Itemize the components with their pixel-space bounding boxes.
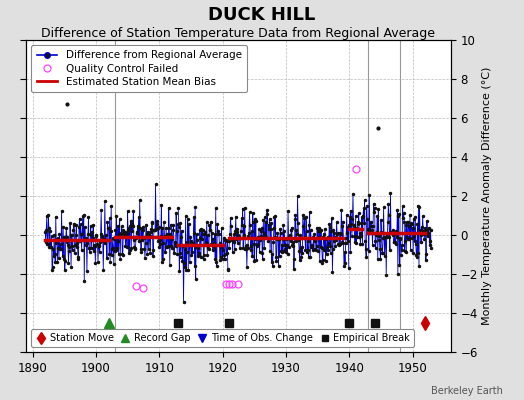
- Title: Difference of Station Temperature Data from Regional Average: Difference of Station Temperature Data f…: [41, 27, 435, 40]
- Text: Berkeley Earth: Berkeley Earth: [431, 386, 503, 396]
- Y-axis label: Monthly Temperature Anomaly Difference (°C): Monthly Temperature Anomaly Difference (…: [482, 67, 492, 325]
- Text: DUCK HILL: DUCK HILL: [209, 6, 315, 24]
- Legend: Station Move, Record Gap, Time of Obs. Change, Empirical Break: Station Move, Record Gap, Time of Obs. C…: [31, 329, 414, 347]
